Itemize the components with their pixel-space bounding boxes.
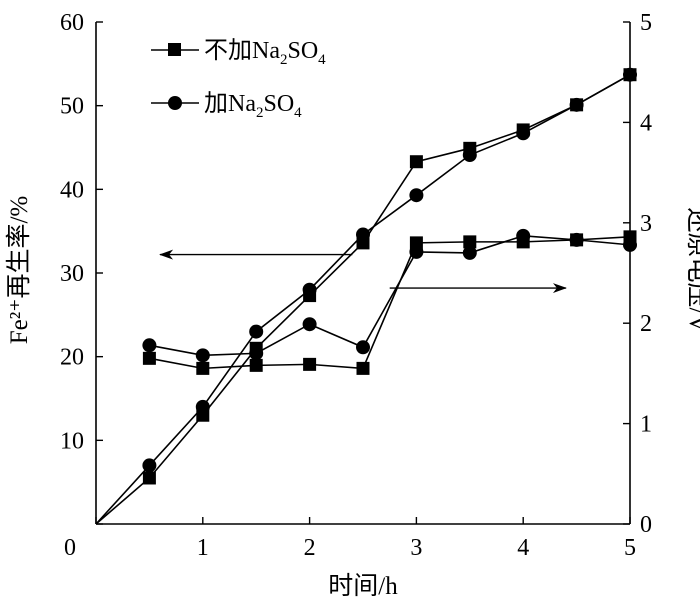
axis-tick-labels: 0 1 2 3 4 5 10 20 30 40 50 60 0 1 2 3 4 5 (60, 10, 652, 561)
data-point-no_na2so4_voltage (249, 358, 263, 372)
data-point-with_na2so4_voltage (462, 245, 477, 260)
axis-ticks (95, 21, 631, 525)
data-point-no_na2so4_voltage (303, 357, 317, 371)
y-left-tick-label: 40 (60, 177, 84, 203)
series-markers (142, 67, 637, 485)
legend-entry-with-na2so4: 加Na2SO4 (151, 90, 302, 121)
data-point-no_na2so4 (142, 471, 156, 485)
legend-label-no-na2so4: 不加Na2SO4 (204, 37, 326, 68)
series-line-no_na2so4 (95, 74, 631, 525)
data-point-with_na2so4 (249, 324, 264, 339)
annotation-arrows (159, 249, 567, 294)
data-point-with_na2so4_voltage (623, 237, 637, 252)
legend-square-marker (168, 43, 181, 56)
y-left-tick-label: 50 (60, 94, 84, 120)
data-point-with_na2so4_voltage (409, 244, 424, 259)
legend-entry-no-na2so4: 不加Na2SO4 (151, 37, 326, 68)
legend-label-with-na2so4: 加Na2SO4 (204, 90, 302, 121)
x-axis-title: 时间/h (328, 572, 398, 600)
series-line-with_na2so4 (95, 74, 631, 525)
data-point-no_na2so4_voltage (463, 235, 477, 249)
y-right-tick-label: 2 (640, 311, 652, 337)
data-point-no_na2so4_voltage (196, 361, 210, 375)
data-point-with_na2so4_voltage (356, 340, 370, 355)
series-line-no_na2so4_voltage (149, 236, 631, 370)
data-point-with_na2so4 (356, 227, 370, 242)
series-lines (95, 74, 631, 525)
data-point-no_na2so4_voltage (142, 351, 156, 365)
data-point-with_na2so4_voltage (569, 232, 584, 247)
y-right-tick-label: 3 (640, 211, 652, 237)
y-right-tick-label: 0 (640, 512, 652, 538)
y-right-tick-label: 1 (640, 412, 652, 438)
y-left-tick-label: 10 (60, 428, 84, 454)
x-tick-label: 3 (410, 535, 422, 561)
y-right-tick-label: 4 (640, 110, 652, 136)
y-left-tick-label: 20 (60, 345, 84, 371)
data-point-with_na2so4 (409, 188, 424, 203)
data-point-with_na2so4 (516, 126, 531, 141)
data-point-with_na2so4_voltage (249, 346, 264, 361)
x-tick-label: 5 (624, 535, 636, 561)
data-point-with_na2so4 (142, 458, 157, 473)
data-point-with_na2so4 (462, 148, 477, 163)
y-right-tick-label: 5 (640, 10, 652, 36)
y-left-tick-label: 30 (60, 261, 84, 287)
data-point-with_na2so4 (195, 399, 210, 414)
data-point-with_na2so4_voltage (142, 338, 157, 353)
x-tick-label: 2 (304, 535, 316, 561)
legend: 不加Na2SO4 加Na2SO4 (151, 37, 326, 121)
y-right-axis-title: 还原电压/V (684, 207, 700, 332)
series-line-with_na2so4_voltage (149, 235, 631, 357)
legend-circle-marker (168, 96, 182, 110)
data-point-with_na2so4 (623, 67, 637, 82)
data-point-with_na2so4_voltage (516, 228, 531, 243)
data-point-no_na2so4_voltage (356, 361, 370, 375)
data-point-with_na2so4 (569, 97, 584, 112)
x-tick-label: 0 (64, 535, 76, 561)
y-left-tick-label: 60 (60, 10, 84, 36)
x-tick-label: 4 (517, 535, 529, 561)
data-point-with_na2so4_voltage (195, 348, 210, 363)
y-left-axis-title: Fe²⁺再生率/% (5, 196, 33, 344)
data-point-with_na2so4_voltage (302, 317, 317, 332)
x-tick-label: 1 (197, 535, 209, 561)
data-point-with_na2so4 (302, 282, 317, 297)
data-point-no_na2so4 (409, 155, 423, 169)
